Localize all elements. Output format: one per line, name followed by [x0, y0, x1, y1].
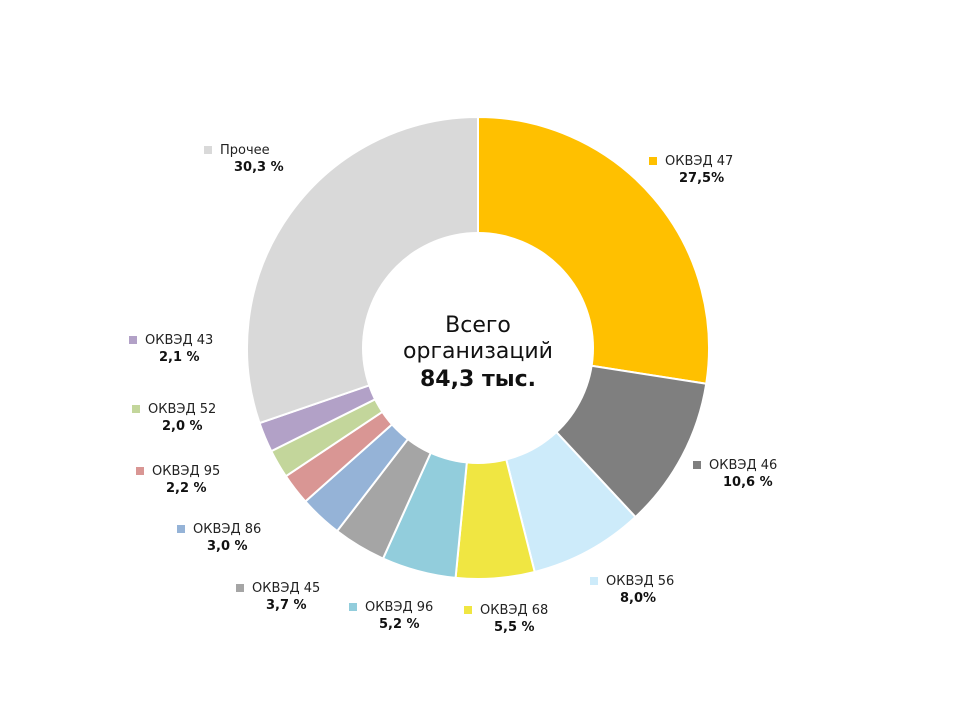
slice-value-label: 8,0% [620, 591, 656, 606]
legend-swatch-оквэд-86 [177, 525, 185, 533]
donut-hole [362, 232, 594, 464]
slice-value-label: 5,5 % [494, 620, 535, 635]
center-line-1: Всего [445, 313, 511, 338]
legend-swatch-оквэд-46 [693, 461, 701, 469]
slice-name-label: ОКВЭД 45 [252, 581, 320, 596]
label-оквэд-43: ОКВЭД 43 2,1 % [129, 333, 213, 365]
label-оквэд-45: ОКВЭД 45 3,7 % [236, 581, 320, 613]
slice-value-label: 30,3 % [234, 160, 284, 175]
slice-value-label: 27,5% [679, 171, 724, 186]
label-оквэд-68: ОКВЭД 68 5,5 % [464, 603, 548, 635]
legend-swatch-оквэд-45 [236, 584, 244, 592]
slice-value-label: 3,0 % [207, 539, 248, 554]
legend-swatch-оквэд-68 [464, 606, 472, 614]
slice-name-label: Прочее [220, 143, 270, 158]
label-прочее: Прочее 30,3 % [204, 143, 284, 175]
label-оквэд-47: ОКВЭД 47 27,5% [649, 154, 733, 186]
label-оквэд-95: ОКВЭД 95 2,2 % [136, 464, 220, 496]
legend-swatch-прочее [204, 146, 212, 154]
label-оквэд-52: ОКВЭД 52 2,0 % [132, 402, 216, 434]
slice-name-label: ОКВЭД 47 [665, 154, 733, 169]
center-line-2: организаций [403, 339, 553, 364]
label-оквэд-46: ОКВЭД 46 10,6 % [693, 458, 777, 490]
label-оквэд-96: ОКВЭД 96 5,2 % [349, 600, 433, 632]
slice-name-label: ОКВЭД 96 [365, 600, 433, 615]
label-оквэд-86: ОКВЭД 86 3,0 % [177, 522, 261, 554]
slice-value-label: 3,7 % [266, 598, 307, 613]
legend-swatch-оквэд-96 [349, 603, 357, 611]
slice-name-label: ОКВЭД 52 [148, 402, 216, 417]
center-total: 84,3 тыс. [420, 367, 536, 392]
slice-value-label: 2,1 % [159, 350, 200, 365]
slice-name-label: ОКВЭД 68 [480, 603, 548, 618]
slice-name-label: ОКВЭД 95 [152, 464, 220, 479]
legend-swatch-оквэд-95 [136, 467, 144, 475]
center-label: Всего организаций 84,3 тыс. [403, 313, 553, 392]
slice-value-label: 2,2 % [166, 481, 207, 496]
slice-name-label: ОКВЭД 43 [145, 333, 213, 348]
slice-name-label: ОКВЭД 56 [606, 574, 674, 589]
slice-name-label: ОКВЭД 86 [193, 522, 261, 537]
legend-swatch-оквэд-56 [590, 577, 598, 585]
slice-value-label: 5,2 % [379, 617, 420, 632]
slice-value-label: 10,6 % [723, 475, 773, 490]
legend-swatch-оквэд-47 [649, 157, 657, 165]
legend-swatch-оквэд-52 [132, 405, 140, 413]
slice-name-label: ОКВЭД 46 [709, 458, 777, 473]
slice-value-label: 2,0 % [162, 419, 203, 434]
label-оквэд-56: ОКВЭД 56 8,0% [590, 574, 674, 606]
legend-swatch-оквэд-43 [129, 336, 137, 344]
